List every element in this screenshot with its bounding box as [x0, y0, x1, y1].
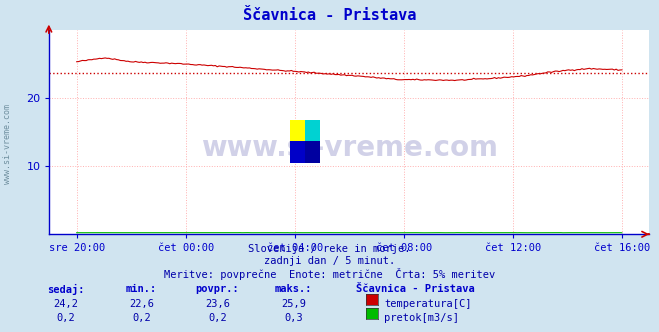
Text: www.si-vreme.com: www.si-vreme.com	[3, 105, 13, 184]
Text: min.:: min.:	[126, 284, 158, 294]
Text: 0,3: 0,3	[284, 313, 302, 323]
Text: 23,6: 23,6	[205, 299, 230, 309]
Text: 0,2: 0,2	[208, 313, 227, 323]
Text: 24,2: 24,2	[53, 299, 78, 309]
Text: temperatura[C]: temperatura[C]	[384, 299, 472, 309]
Text: maks.:: maks.:	[275, 284, 312, 294]
Text: povpr.:: povpr.:	[196, 284, 239, 294]
Text: 0,2: 0,2	[132, 313, 151, 323]
Text: Slovenija / reke in morje.: Slovenija / reke in morje.	[248, 244, 411, 254]
Text: 25,9: 25,9	[281, 299, 306, 309]
Text: pretok[m3/s]: pretok[m3/s]	[384, 313, 459, 323]
Text: zadnji dan / 5 minut.: zadnji dan / 5 minut.	[264, 256, 395, 266]
Text: Ščavnica - Pristava: Ščavnica - Pristava	[356, 284, 474, 294]
Text: 22,6: 22,6	[129, 299, 154, 309]
Text: www.si-vreme.com: www.si-vreme.com	[201, 134, 498, 162]
Text: 0,2: 0,2	[57, 313, 75, 323]
Text: Meritve: povprečne  Enote: metrične  Črta: 5% meritev: Meritve: povprečne Enote: metrične Črta:…	[164, 268, 495, 280]
Text: sedaj:: sedaj:	[47, 284, 84, 295]
Text: Ščavnica - Pristava: Ščavnica - Pristava	[243, 8, 416, 23]
